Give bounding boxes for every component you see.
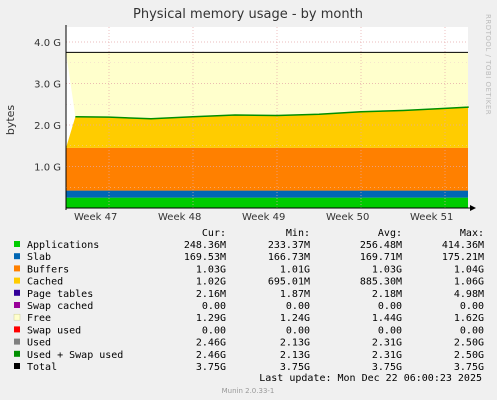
legend-swatch <box>14 350 20 357</box>
legend-value: 1.87M <box>280 289 310 300</box>
legend-swatch <box>14 289 20 296</box>
legend-value: 248.36M <box>184 240 226 251</box>
legend-value: 3.75G <box>454 362 484 373</box>
legend-label: Applications <box>27 240 99 251</box>
legend-label: Cached <box>27 277 63 288</box>
legend-value: 3.75G <box>196 362 226 373</box>
x-tick-label: Week 48 <box>158 212 201 223</box>
legend-value: 2.13G <box>280 350 310 361</box>
legend-label: Free <box>27 313 51 324</box>
legend-value: 2.31G <box>372 338 402 349</box>
last-update: Last update: Mon Dec 22 06:00:23 2025 <box>259 373 482 384</box>
legend-value: 0.00 <box>378 325 402 336</box>
legend-value: 0.00 <box>378 301 402 312</box>
area-slab <box>66 190 468 198</box>
legend-header: Cur: <box>202 228 226 239</box>
legend-value: 1.01G <box>280 264 310 275</box>
legend-value: 2.13G <box>280 338 310 349</box>
legend-value: 0.00 <box>286 325 310 336</box>
x-tick-label: Week 51 <box>410 212 453 223</box>
legend-value: 1.04G <box>454 264 484 275</box>
legend-value: 169.53M <box>184 252 226 263</box>
legend-value: 1.29G <box>196 313 226 324</box>
legend-value: 695.01M <box>268 277 310 288</box>
legend-value: 2.46G <box>196 350 226 361</box>
legend-value: 0.00 <box>202 325 226 336</box>
legend-value: 1.03G <box>372 264 402 275</box>
legend-value: 0.00 <box>202 301 226 312</box>
x-tick-labels: Week 47 Week 48 Week 49 Week 50 Week 51 <box>74 212 453 223</box>
legend-swatch <box>14 302 20 308</box>
legend-value: 2.50G <box>454 350 484 361</box>
legend-value: 2.18M <box>372 289 402 300</box>
chart-title: Physical memory usage - by month <box>133 7 363 22</box>
legend-value: 233.37M <box>268 240 310 251</box>
legend-value: 1.24G <box>280 313 310 324</box>
x-tick-label: Week 49 <box>242 212 285 223</box>
legend-value: 0.00 <box>460 325 484 336</box>
legend-value: 2.50G <box>454 338 484 349</box>
y-tick-labels: 4.0 G 3.0 G 2.0 G 1.0 G <box>34 38 61 174</box>
series-lines <box>66 51 469 120</box>
legend-swatch <box>14 253 20 260</box>
area-free <box>66 52 468 119</box>
legend-value: 1.02G <box>196 277 226 288</box>
legend-label: Swap used <box>27 325 81 336</box>
legend-header: Min: <box>286 228 310 239</box>
legend-value: 1.06G <box>454 277 484 288</box>
legend-value: 166.73M <box>268 252 310 263</box>
legend-value: 1.03G <box>196 264 226 275</box>
munin-version: Munin 2.0.33-1 <box>222 387 275 395</box>
legend-label: Used + Swap used <box>27 350 123 361</box>
legend-value: 0.00 <box>460 301 484 312</box>
legend-swatch <box>14 363 20 369</box>
legend-value: 3.75G <box>280 362 310 373</box>
legend-swatch <box>14 338 20 345</box>
legend-value: 1.62G <box>454 313 484 324</box>
legend-swatch <box>14 277 20 284</box>
legend-value: 175.21M <box>442 252 484 263</box>
legend-value: 169.71M <box>360 252 402 263</box>
area-cached <box>66 106 468 148</box>
legend-value: 3.75G <box>372 362 402 373</box>
area-buffers <box>66 147 468 191</box>
legend-value: 414.36M <box>442 240 484 251</box>
area-applications <box>66 197 468 208</box>
y-tick-label: 4.0 G <box>34 38 61 49</box>
area-fills <box>66 52 468 208</box>
rrdtool-credit: RRDTOOL / TOBI OETIKER <box>484 14 492 115</box>
legend-header: Avg: <box>378 228 402 239</box>
legend-label: Total <box>27 362 57 373</box>
legend-label: Page tables <box>27 289 93 300</box>
legend-swatch <box>14 241 20 247</box>
legend-value: 2.16M <box>196 289 226 300</box>
y-axis-label: bytes <box>4 105 17 136</box>
legend-value: 2.46G <box>196 338 226 349</box>
legend-swatch <box>13 313 21 321</box>
legend-value: 2.31G <box>372 350 402 361</box>
x-axis-arrow <box>470 205 476 211</box>
y-tick-label: 1.0 G <box>34 163 61 174</box>
legend-value: 0.00 <box>286 301 310 312</box>
legend-label: Buffers <box>27 264 69 275</box>
y-tick-label: 3.0 G <box>34 80 61 91</box>
x-tick-label: Week 50 <box>326 212 369 223</box>
legend-value: 256.48M <box>360 240 402 251</box>
legend-value: 4.98M <box>454 289 484 300</box>
y-tick-label: 2.0 G <box>34 121 61 132</box>
x-tick-label: Week 47 <box>74 212 117 223</box>
legend-swatch <box>14 326 20 333</box>
legend-label: Swap cached <box>27 301 93 312</box>
legend-header: Max: <box>460 228 484 239</box>
legend-swatch <box>14 265 20 272</box>
grid-lines <box>66 27 468 208</box>
line-used-plus-swap <box>75 106 469 120</box>
legend-label: Slab <box>27 252 51 263</box>
legend-value: 1.44G <box>372 313 402 324</box>
legend-value: 885.30M <box>360 277 402 288</box>
legend-label: Used <box>27 338 51 349</box>
legend-headers: Cur: Min: Avg: Max: <box>202 228 484 239</box>
legend: Applications 248.36M 233.37M 256.48M 414.36M… <box>13 240 484 373</box>
